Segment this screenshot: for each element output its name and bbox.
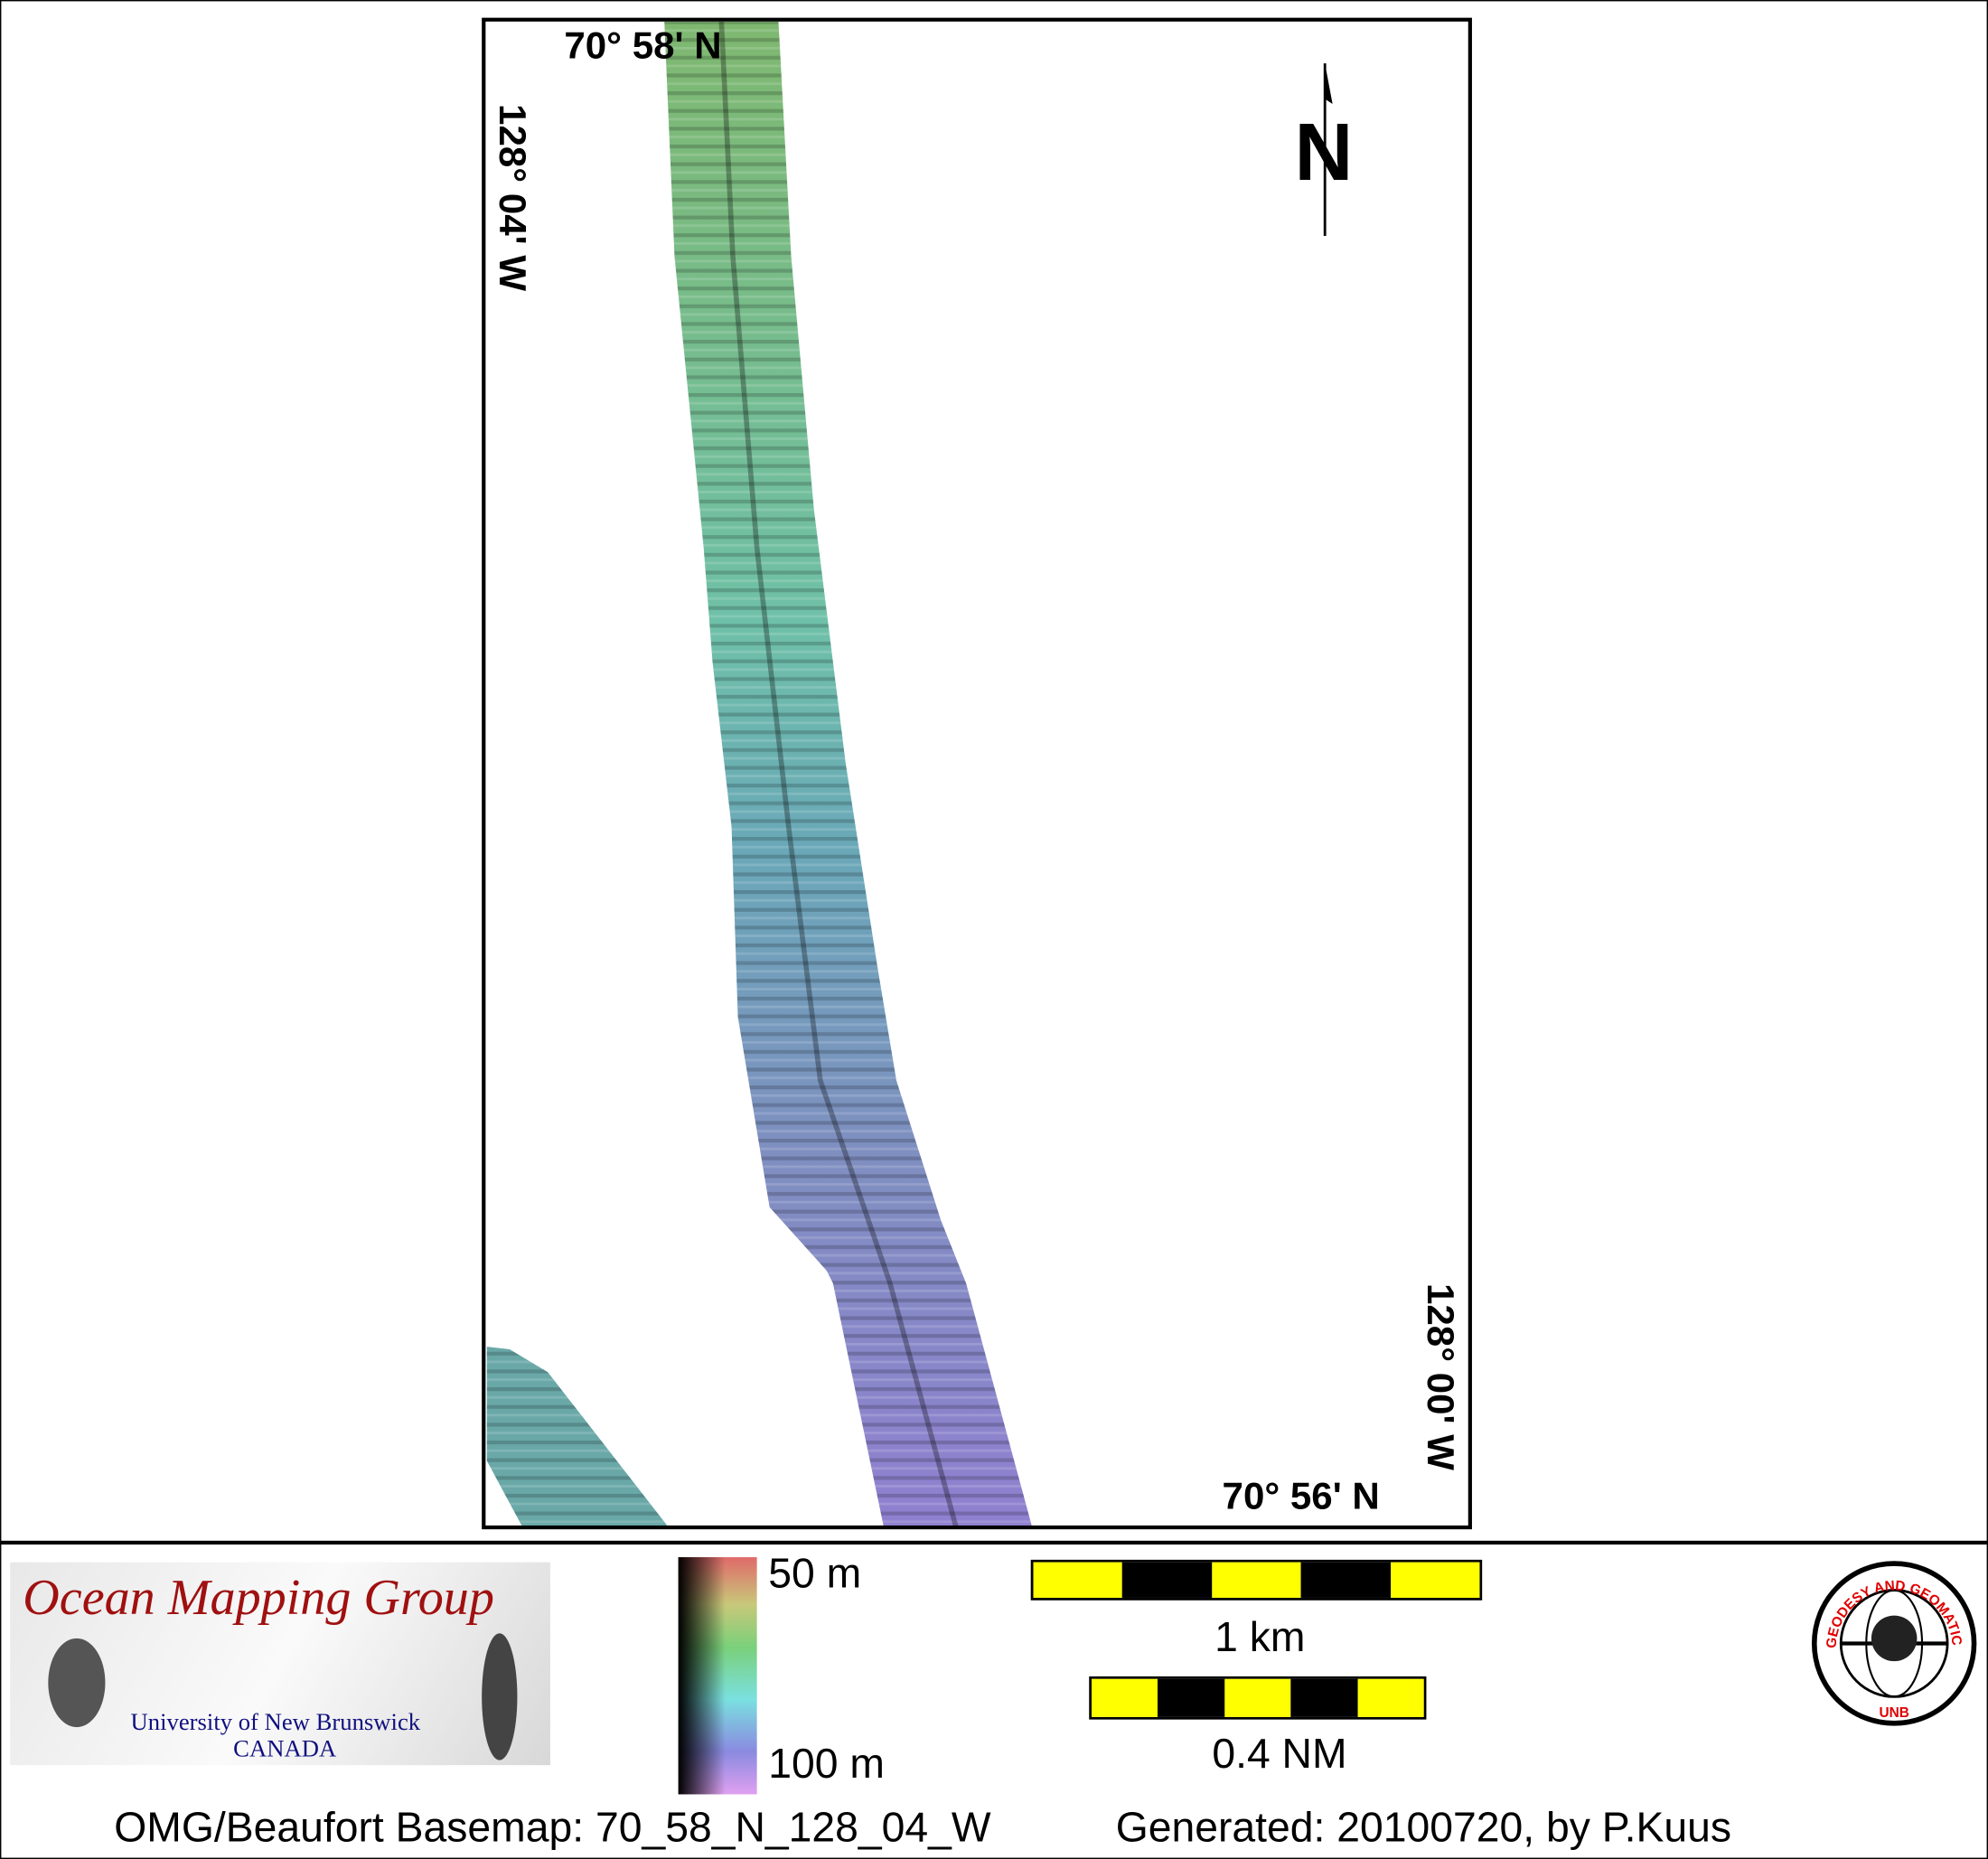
omg-logo-title: Ocean Mapping Group — [23, 1568, 494, 1626]
left-longitude-label: 128° 04' W — [490, 104, 533, 292]
depth-colorbar — [678, 1557, 757, 1795]
north-label: N — [1294, 106, 1354, 198]
unb-seal-logo: GEODESY AND GEOMATICS ENGINEERING UNB — [1805, 1548, 1978, 1727]
colorbar-top-label: 50 m — [768, 1549, 862, 1597]
main-swath — [664, 21, 1032, 1526]
scalebar-km — [1030, 1559, 1483, 1601]
map-frame — [482, 17, 1472, 1530]
footer-generated: Generated: 20100720, by P.Kuus — [1115, 1803, 1732, 1851]
colorbar-bottom-label: 100 m — [768, 1740, 885, 1788]
towfish-icon — [482, 1633, 518, 1760]
omg-logo-line1: University of New Brunswick — [130, 1709, 421, 1736]
top-latitude-label: 70° 58' N — [564, 25, 722, 68]
bottom-latitude-label: 70° 56' N — [1222, 1476, 1380, 1518]
sonar-device-icon — [48, 1638, 106, 1728]
footer-basemap-id: OMG/Beaufort Basemap: 70_58_N_128_04_W — [114, 1803, 991, 1851]
scalebar-km-label: 1 km — [1214, 1612, 1306, 1660]
bathymetry-swaths — [486, 21, 1032, 1526]
unb-seal-bottom-text: UNB — [1879, 1705, 1908, 1721]
divider — [0, 1540, 1988, 1545]
scalebar-nm — [1089, 1676, 1427, 1720]
omg-logo-line2: CANADA — [233, 1735, 337, 1763]
scalebar-nm-label: 0.4 NM — [1212, 1729, 1347, 1777]
secondary-swath — [486, 1347, 668, 1526]
omg-logo: Ocean Mapping Group University of New Br… — [10, 1562, 550, 1766]
north-arrow-icon: N — [1287, 61, 1363, 238]
right-longitude-label: 128° 00' W — [1419, 1282, 1461, 1471]
